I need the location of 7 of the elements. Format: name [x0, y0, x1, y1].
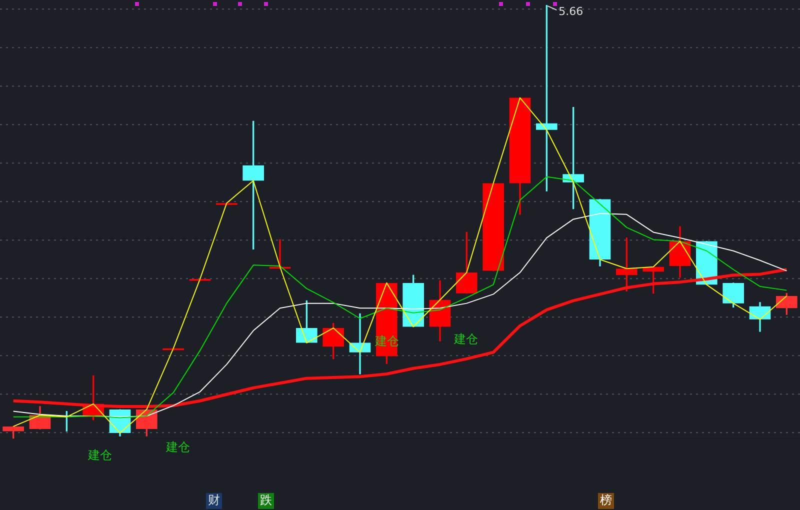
annotation: 5.66 [558, 4, 584, 18]
text: 财 [208, 493, 220, 508]
text: 跌 [260, 493, 272, 508]
text: 建仓 [165, 440, 190, 454]
text: 榜 [600, 493, 612, 508]
annotation: 建仓 [453, 332, 478, 346]
text: 建仓 [87, 448, 112, 462]
